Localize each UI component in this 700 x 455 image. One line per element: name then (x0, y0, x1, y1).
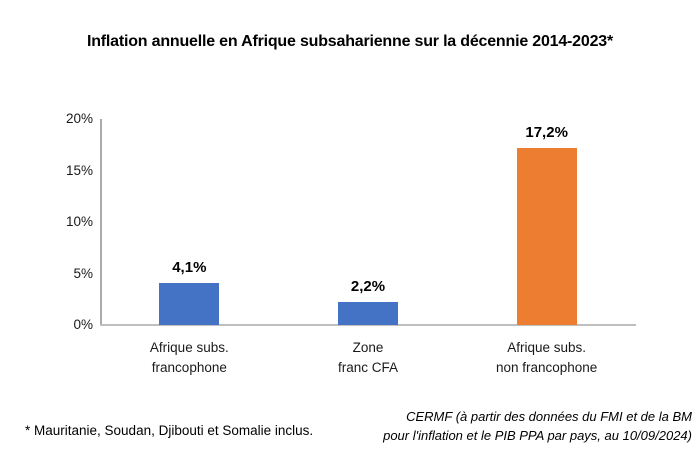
x-category-label-line: francophone (151, 360, 227, 375)
x-category-label-line: franc CFA (337, 360, 399, 375)
bar-2 (338, 302, 398, 325)
source-line-2: pour l'inflation et le PIB PPA par pays,… (383, 428, 692, 443)
bar-value-label: 2,2% (350, 278, 386, 296)
source-credit: CERMF (à partir des données du FMI et de… (383, 407, 692, 445)
x-category-label-line: non francophone (495, 360, 598, 375)
y-tick-label: 5% (73, 265, 93, 281)
x-category-label: Afrique subs. francophone (104, 338, 274, 378)
footnote: * Mauritanie, Soudan, Djibouti et Somali… (25, 423, 314, 438)
x-category-label-line: Afrique subs. (149, 340, 229, 355)
bar-1 (159, 282, 220, 325)
source-line-1: CERMF (à partir des données du FMI et de… (406, 409, 692, 424)
x-category-label-line: Zone (352, 340, 384, 355)
y-tick-label: 10% (65, 214, 93, 229)
x-category-label: Zone franc CFA (283, 338, 453, 378)
x-axis-line (100, 324, 636, 326)
x-category-label-line: Afrique subs. (507, 340, 587, 355)
y-tick-label: 0% (73, 317, 93, 332)
bar-value-label: 17,2% (525, 123, 568, 141)
bar-3 (516, 147, 577, 325)
x-category-label: Afrique subs. non francophone (462, 338, 632, 378)
bar-value-label: 4,1% (172, 258, 207, 276)
y-tick-label: 20% (65, 111, 93, 126)
y-axis-line (100, 119, 102, 325)
chart-title: Inflation annuelle en Afrique subsaharie… (86, 33, 614, 50)
y-tick-label: 15% (65, 162, 93, 178)
